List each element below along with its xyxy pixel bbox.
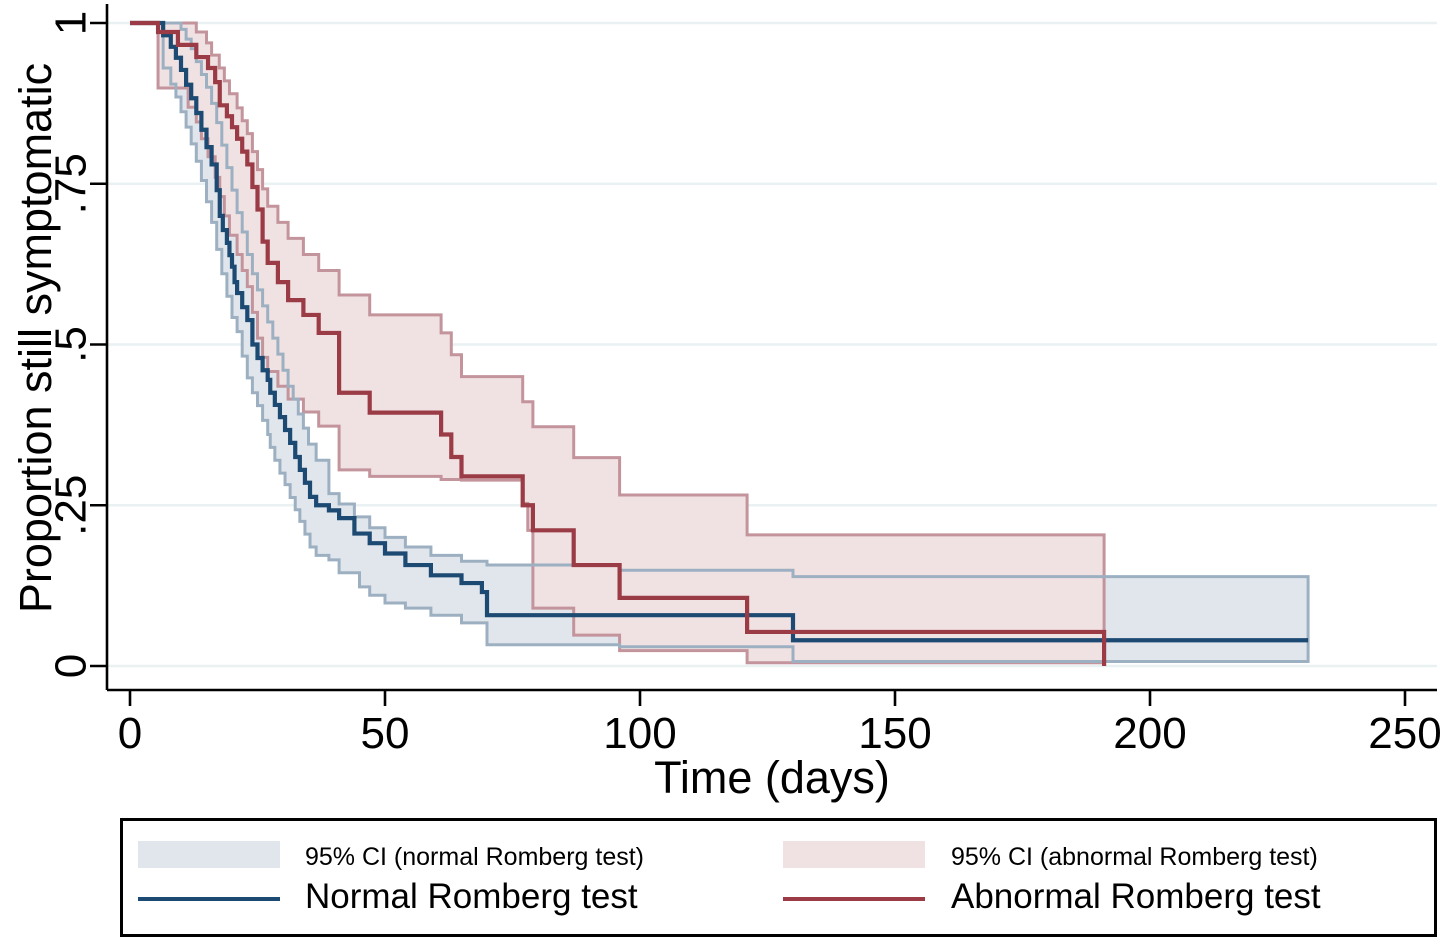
x-tick-label: 200	[1113, 709, 1186, 758]
ci-normal-label: 95% CI (normal Romberg test)	[305, 843, 645, 871]
normal-line-label: Normal Romberg test	[305, 877, 638, 916]
normal-ci-band	[130, 23, 1309, 662]
normal-ci-edge	[130, 21, 1310, 663]
x-tick-label: 150	[858, 709, 931, 758]
ci-abnormal-label: 95% CI (abnormal Romberg test)	[951, 843, 1318, 871]
ci-abnormal-swatch	[783, 841, 925, 868]
y-tick-label: .75	[47, 153, 96, 214]
y-axis-title: Proportion still symptomatic	[10, 62, 61, 614]
x-tick-label: 100	[603, 709, 676, 758]
abnormal-line-label: Abnormal Romberg test	[951, 877, 1321, 916]
legend: 95% CI (normal Romberg test) 95% CI (abn…	[120, 818, 1437, 937]
x-axis-title: Time (days)	[654, 752, 890, 803]
y-tick-label: .25	[47, 475, 96, 536]
y-tick-label: 0	[47, 654, 96, 678]
abnormal-line-swatch	[783, 897, 925, 901]
abnormal-ci-band	[130, 23, 1105, 663]
y-tick-label: 1	[47, 11, 96, 35]
survival-plot: 1 .75 .5 .25 0 0 50 100 150 200 250	[47, 4, 1440, 758]
normal-line-swatch	[138, 897, 280, 901]
abnormal-ci-edge	[130, 21, 1106, 665]
x-tick-label: 50	[361, 709, 410, 758]
x-tick-label: 0	[118, 709, 142, 758]
x-tick-label: 250	[1368, 709, 1440, 758]
ci-normal-swatch	[138, 841, 280, 868]
abnormal-survival-curve	[130, 20, 1107, 666]
normal-survival-curve	[130, 20, 1309, 643]
y-tick-label: .5	[47, 326, 96, 363]
